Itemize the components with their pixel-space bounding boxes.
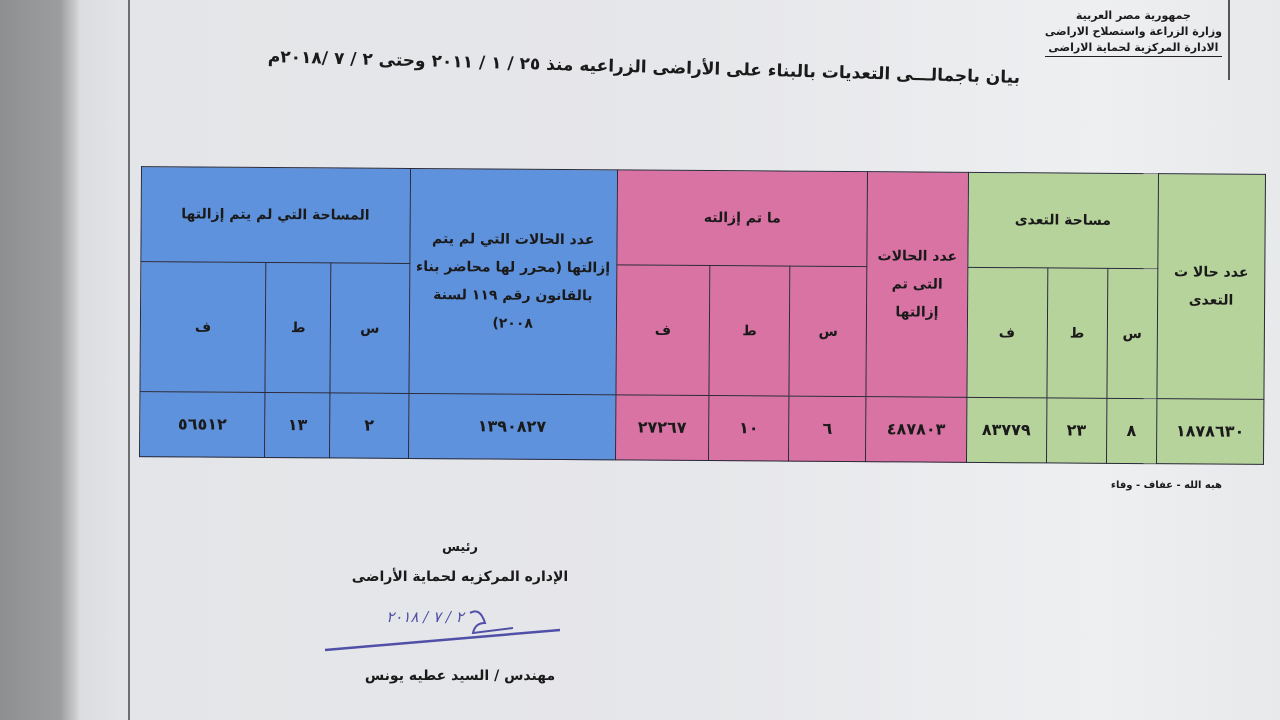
unit-f: ف	[139, 261, 267, 393]
header-removed-cases: عدد الحالات التى تم إزالتها	[866, 171, 969, 398]
prepared-by-note: هبه الله - عفاف - وفاء	[1110, 480, 1222, 491]
table-row: ١٨٧٨٦٣٠ ٨ ٢٣ ٨٣٧٧٩ ٤٨٧٨٠٣ ٦ ١٠ ٢٧٢٦٧ ١٣٩…	[139, 391, 1264, 465]
signature-title: رئيس	[441, 540, 479, 555]
letterhead-line: وزارة الزراعة واستصلاح الاراضى	[1044, 25, 1222, 38]
header-not-removed-cases: عدد الحالات التي لم يتم إزالتها (محرر له…	[408, 168, 618, 395]
unit-t: ط	[265, 262, 332, 393]
cell-not-removed-f: ٥٦٥١٢	[139, 391, 266, 458]
signature-block: رئيس الإداره المركزيه لحماية الأراضى مهن…	[320, 540, 600, 689]
cell-not-removed-s: ٢	[329, 392, 409, 459]
encroachment-table: عدد حالا ت التعدى مساحة التعدى عدد الحال…	[139, 166, 1266, 465]
handwritten-signature	[324, 610, 561, 652]
unit-s: س	[1106, 268, 1158, 399]
header-encroach-area: مساحة التعدى	[967, 172, 1159, 269]
cell-encroach-f: ٨٣٧٧٩	[965, 397, 1047, 463]
cell-removed-s: ٦	[788, 396, 867, 462]
letterhead-line: الادارة المركزية لحماية الاراضى	[1044, 40, 1222, 57]
letterhead-line: جمهورية مصر العربية	[1075, 9, 1191, 22]
cell-removed-f: ٢٧٢٦٧	[615, 394, 710, 461]
unit-f: ف	[615, 264, 710, 396]
header-not-removed-area: المساحة التي لم يتم إزالتها	[140, 166, 411, 264]
header-removed-area: ما تم إزالته	[616, 169, 868, 267]
letterhead: جمهورية مصر العربية وزارة الزراعة واستصل…	[1044, 8, 1222, 57]
document-title: بيان باجمالـــى التعديات بالبناء على الأ…	[267, 46, 1021, 88]
page-fold-line	[1228, 0, 1230, 80]
unit-f: ف	[966, 267, 1048, 398]
unit-t: ط	[1046, 267, 1108, 399]
unit-t: ط	[709, 265, 791, 397]
unit-s: س	[330, 262, 410, 394]
cell-removed-cases: ٤٨٧٨٠٣	[865, 396, 967, 463]
signature-name: مهندس / السيد عطيه يونس	[364, 668, 556, 684]
cell-not-removed-t: ١٣	[264, 392, 331, 458]
cell-encroach-t: ٢٣	[1046, 397, 1107, 464]
handwritten-date: ٢ / ٧ / ٢٠١٨	[386, 608, 464, 626]
cell-removed-t: ١٠	[708, 395, 790, 462]
header-total-cases: عدد حالا ت التعدى	[1156, 173, 1266, 400]
cell-total-cases: ١٨٧٨٦٣٠	[1156, 398, 1264, 465]
cell-not-removed-cases: ١٣٩٠٨٢٧	[408, 393, 616, 460]
unit-s: س	[789, 266, 868, 397]
signature-dept: الإداره المركزيه لحماية الأراضى	[351, 569, 569, 585]
page-edge	[128, 0, 130, 720]
cell-encroach-s: ٨	[1106, 398, 1157, 464]
